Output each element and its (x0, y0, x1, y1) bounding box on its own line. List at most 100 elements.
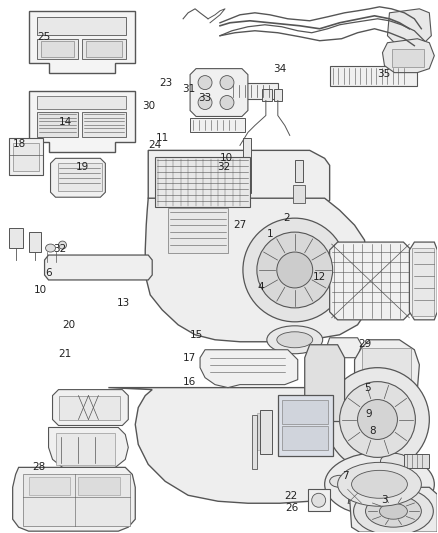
Ellipse shape (366, 495, 421, 527)
Ellipse shape (243, 218, 346, 322)
Ellipse shape (357, 400, 397, 439)
Ellipse shape (379, 503, 407, 519)
Polygon shape (145, 198, 367, 342)
Ellipse shape (325, 453, 434, 516)
Bar (260, 409, 272, 455)
Polygon shape (148, 150, 330, 218)
Bar (56, 433, 115, 465)
Bar (82, 39, 126, 59)
Text: 16: 16 (183, 377, 196, 387)
Bar (230, 83, 278, 99)
Polygon shape (50, 158, 106, 197)
Polygon shape (330, 242, 411, 320)
Polygon shape (28, 91, 135, 152)
Text: 31: 31 (182, 84, 195, 93)
Text: 18: 18 (12, 139, 26, 149)
Text: 1: 1 (267, 229, 274, 239)
Bar (168, 208, 228, 253)
Text: 27: 27 (233, 220, 247, 230)
Text: 2: 2 (283, 213, 290, 223)
Ellipse shape (352, 470, 407, 498)
Polygon shape (388, 9, 431, 46)
Ellipse shape (198, 95, 212, 109)
Text: 22: 22 (284, 491, 298, 501)
Text: 10: 10 (34, 285, 47, 295)
Ellipse shape (326, 368, 429, 471)
Bar (28, 478, 71, 495)
Text: 21: 21 (59, 349, 72, 359)
Polygon shape (45, 255, 152, 280)
Polygon shape (108, 387, 404, 503)
Text: 11: 11 (155, 133, 169, 143)
Bar (190, 118, 245, 132)
Ellipse shape (338, 462, 421, 506)
Ellipse shape (312, 493, 326, 507)
Polygon shape (382, 39, 434, 72)
Bar (23, 474, 130, 526)
Bar (257, 413, 263, 450)
Ellipse shape (277, 332, 313, 348)
Text: 14: 14 (59, 117, 72, 127)
Bar (295, 160, 303, 182)
Ellipse shape (339, 382, 415, 457)
Ellipse shape (277, 252, 313, 288)
Polygon shape (28, 11, 135, 72)
Polygon shape (13, 467, 135, 531)
Polygon shape (190, 69, 248, 117)
Ellipse shape (59, 241, 67, 249)
Bar (308, 489, 330, 511)
Ellipse shape (198, 76, 212, 90)
Text: 13: 13 (117, 297, 130, 308)
Bar (82, 112, 126, 138)
Polygon shape (355, 340, 419, 405)
Bar (37, 112, 78, 138)
Bar (282, 400, 328, 424)
Bar (348, 489, 361, 503)
Text: 35: 35 (378, 69, 391, 79)
Bar (392, 49, 424, 67)
Text: 6: 6 (46, 268, 52, 278)
Polygon shape (262, 88, 272, 101)
Polygon shape (410, 242, 437, 320)
Ellipse shape (220, 95, 234, 109)
Ellipse shape (46, 244, 56, 252)
Polygon shape (326, 338, 361, 358)
Text: 4: 4 (257, 281, 264, 292)
Bar (78, 478, 120, 495)
Bar (37, 95, 126, 109)
Text: 9: 9 (365, 409, 371, 419)
Polygon shape (305, 345, 345, 422)
Text: 15: 15 (190, 329, 203, 340)
Polygon shape (49, 427, 128, 471)
Text: 32: 32 (53, 245, 66, 254)
Text: 5: 5 (364, 383, 371, 393)
Ellipse shape (220, 76, 234, 90)
Polygon shape (350, 487, 437, 532)
Polygon shape (274, 88, 282, 101)
Bar (86, 41, 122, 56)
Text: 19: 19 (76, 161, 89, 172)
Text: 23: 23 (159, 78, 173, 88)
Text: 34: 34 (273, 64, 287, 74)
Bar (282, 426, 328, 450)
Bar (293, 185, 305, 203)
Bar (13, 143, 39, 171)
Bar (41, 41, 74, 56)
Text: 7: 7 (343, 471, 349, 481)
Text: 32: 32 (217, 161, 230, 172)
Text: 20: 20 (62, 320, 75, 330)
Polygon shape (9, 139, 42, 175)
Text: 17: 17 (183, 353, 196, 363)
Ellipse shape (257, 232, 332, 308)
Ellipse shape (381, 454, 408, 470)
Bar (243, 139, 251, 193)
Ellipse shape (267, 326, 323, 354)
Bar (252, 415, 257, 470)
Text: 10: 10 (220, 152, 233, 163)
Text: 26: 26 (286, 503, 299, 513)
Polygon shape (200, 350, 298, 387)
Polygon shape (28, 232, 41, 252)
Bar (413, 248, 434, 316)
Polygon shape (9, 228, 23, 248)
Bar (278, 394, 332, 456)
